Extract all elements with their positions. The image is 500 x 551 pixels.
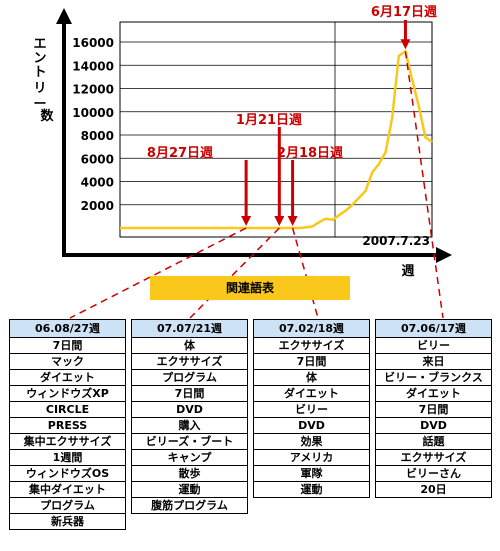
y-tick-label: 2000 [81, 199, 114, 213]
annotation-label: 1月21日週 [236, 113, 302, 128]
y-label-char: ー [33, 97, 46, 112]
chart-grid [119, 21, 433, 238]
keyword-table: 07.06/17週 ビリー 来日 ビリー・ブランクス ダイエット 7日間 DVD 話題 エクササ… [375, 319, 492, 498]
y-tick-labels: 2000 4000 6000 8000 10000 12000 14000 16000 [72, 36, 114, 213]
x-axis-label: 週 [401, 264, 414, 279]
keyword-cell: 集中ダイエット [9, 481, 126, 498]
keyword-cell: DVD [253, 417, 370, 434]
annotation-label: 2月18日週 [277, 146, 343, 161]
keyword-cell: 新兵器 [9, 513, 126, 530]
keyword-cell: 1週間 [9, 449, 126, 466]
keyword-cell: PRESS [9, 417, 126, 434]
leader-lines [69, 51, 444, 319]
y-tick-label: 6000 [81, 152, 114, 166]
keyword-cell: キャンプ [131, 449, 248, 466]
y-tick-label: 16000 [72, 36, 114, 50]
keyword-cell: 軍隊 [253, 465, 370, 482]
keyword-cell: ウィンドウズXP [9, 385, 126, 402]
chart-axes [56, 8, 452, 263]
keyword-cell: 7日間 [131, 385, 248, 402]
keyword-cell: ビリーさん [375, 465, 492, 482]
chart: 2000 4000 6000 8000 10000 12000 14000 16000 エント… [33, 5, 452, 319]
keyword-cell: 効果 [253, 433, 370, 450]
keyword-table-header: 06.08/27週 [9, 319, 126, 338]
related-words-label: 関連語表 [150, 276, 350, 300]
keyword-cell: アメリカ [253, 449, 370, 466]
annotation-label: 6月17日週 [371, 5, 437, 20]
annotation-label: 8月27日週 [147, 146, 213, 161]
keyword-cell: 集中エクササイズ [9, 433, 126, 450]
keyword-cell: ダイエット [9, 369, 126, 386]
keyword-table-header: 07.02/18週 [253, 319, 370, 338]
annotation-arrowhead [274, 216, 285, 226]
keyword-cell: ダイエット [253, 385, 370, 402]
keyword-cell: 腹筋プログラム [131, 497, 248, 514]
y-tick-label: 12000 [72, 83, 114, 97]
keyword-cell: エクササイズ [131, 353, 248, 370]
keyword-table: 07.07/21週体エクササイズ プログラム 7日間 DVD 購入 ビリーズ・ブート キャン… [131, 319, 248, 514]
keyword-cell: エクササイズ [375, 449, 492, 466]
date-label: 2007.7.23 [362, 234, 430, 248]
y-tick-label: 4000 [81, 176, 114, 190]
y-label-char: リ [33, 81, 46, 96]
keyword-cell: 20日 [375, 481, 492, 498]
keyword-cell: 話題 [375, 433, 492, 450]
keyword-cell: 来日 [375, 353, 492, 370]
leader-line [189, 227, 280, 319]
keyword-cell: 散歩 [131, 465, 248, 482]
keyword-cell: 7日間 [253, 353, 370, 370]
plot-frame [119, 21, 433, 238]
annotation-arrowhead [241, 216, 252, 226]
keyword-cell: 体 [253, 369, 370, 386]
keyword-table: 06.08/27週 7日間 マック ダイエット ウィンドウズXP CIRCLE PRESS 集… [9, 319, 126, 530]
keyword-cell: ビリー [253, 401, 370, 418]
keyword-table-header: 07.06/17週 [375, 319, 492, 338]
keyword-cell: 体 [131, 337, 248, 354]
keyword-cell: 運動 [131, 481, 248, 498]
y-label-char: 数 [40, 108, 54, 124]
keyword-table: 07.02/18週 エクササイズ 7日間体ダイエット ビリー DVD 効果 アメリカ 軍隊 運動 [253, 319, 370, 498]
y-axis-arrow [56, 8, 72, 24]
keyword-cell: DVD [131, 401, 248, 418]
y-tick-label: 14000 [72, 59, 114, 73]
keyword-cell: ウィンドウズOS [9, 465, 126, 482]
y-tick-label: 10000 [72, 106, 114, 120]
y-label-char: ン [33, 51, 46, 66]
keyword-cell: DVD [375, 417, 492, 434]
leader-line [404, 51, 444, 319]
keyword-table-header: 07.07/21週 [131, 319, 248, 338]
keyword-cell: プログラム [9, 497, 126, 514]
annotation-arrowhead [287, 216, 298, 226]
keyword-cell: マック [9, 353, 126, 370]
keyword-cell: 運動 [253, 481, 370, 498]
keyword-cell: エクササイズ [253, 337, 370, 354]
keyword-cell: 7日間 [9, 337, 126, 354]
y-tick-label: 8000 [81, 129, 114, 143]
chart-series [120, 49, 433, 230]
keyword-cell: 購入 [131, 417, 248, 434]
keyword-cell: 7日間 [375, 401, 492, 418]
x-axis-arrow [436, 247, 452, 263]
keyword-cell: ダイエット [375, 385, 492, 402]
leader-line [69, 227, 247, 319]
y-label-char: ト [33, 65, 46, 80]
keyword-cell: ビリー [375, 337, 492, 354]
series-line [120, 49, 433, 230]
keyword-cell: CIRCLE [9, 401, 126, 418]
leader-line [291, 227, 319, 319]
annotations: 8月27日週 1月21日週 2月18日週 6月17日週 [147, 5, 437, 226]
keyword-cell: ビリー・ブランクス [375, 369, 492, 386]
y-label-char: エ [33, 37, 46, 52]
annotation-arrowhead [400, 39, 411, 50]
keyword-cell: ビリーズ・ブート [131, 433, 248, 450]
keyword-cell: プログラム [131, 369, 248, 386]
